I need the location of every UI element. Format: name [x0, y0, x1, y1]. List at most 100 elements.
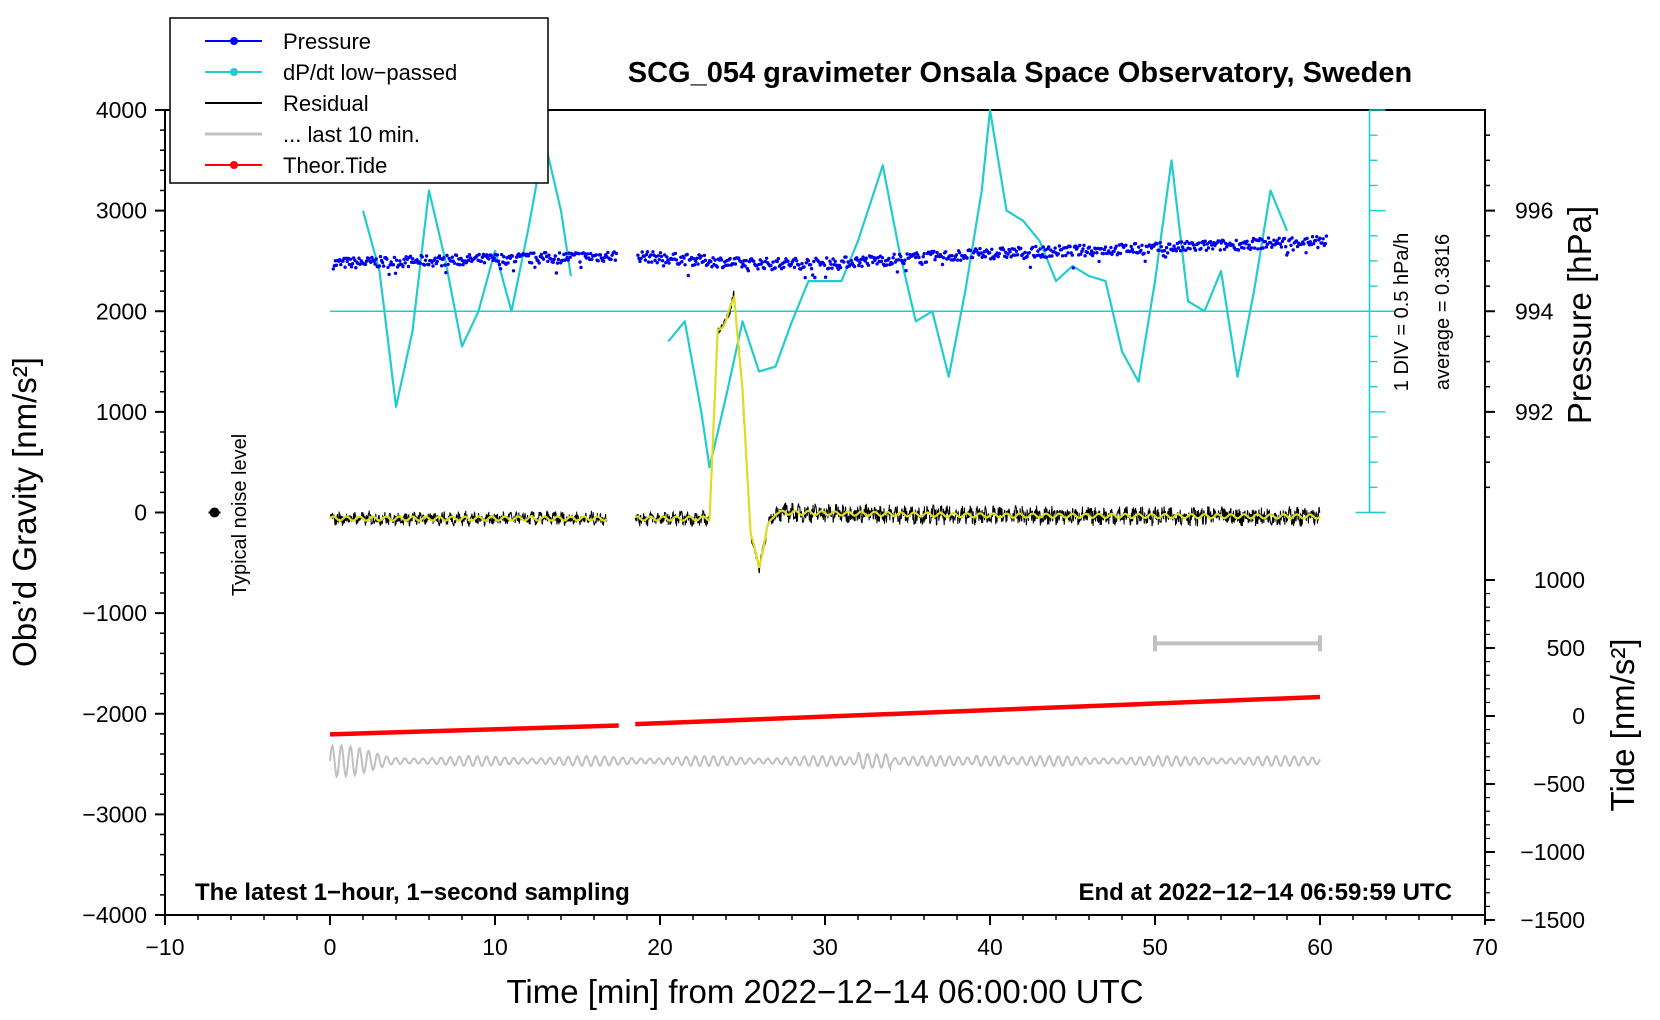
pressure-point [1092, 251, 1096, 255]
pressure-point [443, 263, 447, 267]
pressure-point [899, 254, 903, 259]
pressure-point [833, 259, 837, 263]
pressure-point [661, 264, 666, 268]
pressure-point [465, 255, 470, 259]
legend-marker-5 [230, 161, 238, 169]
pressure-point [551, 260, 555, 264]
pressure-point [510, 254, 515, 258]
pressure-point [866, 263, 871, 267]
pressure-point [920, 262, 924, 266]
pressure-point [952, 257, 956, 262]
pressure-point [398, 259, 402, 263]
pressure-point [858, 261, 862, 265]
scale-average-label: average = 0.3816 [1432, 234, 1454, 390]
pressure-point [830, 266, 834, 270]
x-tick-label: 50 [1142, 934, 1168, 960]
pressure-point [373, 262, 377, 266]
pressure-point [394, 258, 399, 262]
pressure-point [578, 260, 582, 264]
pressure-point [812, 259, 816, 264]
pressure-point [1036, 249, 1040, 253]
pressure-point [1323, 241, 1328, 246]
pressure-point [827, 266, 831, 270]
pressure-point [385, 257, 389, 261]
pressure-point [792, 265, 797, 270]
end-time-note: End at 2022−12−14 06:59:59 UTC [1078, 879, 1452, 906]
pressure-point [1320, 241, 1324, 245]
x-tick-label: −10 [145, 934, 184, 960]
pressure-point [944, 250, 948, 254]
pressure-point [613, 258, 618, 262]
pressure-tick-label: 994 [1515, 298, 1554, 324]
pressure-point [896, 258, 901, 262]
pressure-point [350, 262, 355, 266]
tide-tick-label: 500 [1547, 635, 1585, 661]
pressure-point [1245, 239, 1249, 243]
pressure-point [794, 259, 799, 263]
pressure-point [1012, 247, 1016, 251]
x-tick-label: 30 [812, 934, 838, 960]
pressure-point [1172, 244, 1176, 248]
y-tick-label: −4000 [82, 902, 147, 928]
pressure-point [418, 261, 422, 265]
pressure-point [1101, 252, 1106, 256]
pressure-point [349, 265, 354, 269]
pressure-point [1242, 246, 1246, 250]
pressure-point [890, 262, 894, 266]
pressure-point [1133, 241, 1138, 246]
pressure-point [693, 263, 697, 267]
pressure-point [1199, 246, 1203, 251]
pressure-point [566, 258, 570, 262]
pressure-point [596, 259, 600, 263]
pressure-point [415, 258, 419, 262]
pressure-point [594, 253, 598, 257]
pressure-point [903, 258, 907, 262]
pressure-point [1181, 245, 1185, 249]
pressure-point [1284, 245, 1288, 249]
pressure-point [347, 262, 352, 267]
pressure-point [393, 271, 398, 275]
pressure-point [1272, 238, 1276, 242]
pressure-point [965, 256, 969, 260]
pressure-point [606, 250, 610, 255]
pressure-point [1321, 237, 1325, 241]
pressure-point [682, 256, 686, 260]
pressure-point [1286, 251, 1290, 255]
pressure-point [719, 258, 724, 262]
pressure-point [454, 253, 459, 258]
x-tick-label: 40 [977, 934, 1003, 960]
pressure-point [1166, 251, 1170, 255]
pressure-point [598, 253, 603, 257]
pressure-point [996, 255, 1000, 259]
pressure-point [1071, 266, 1076, 270]
pressure-point [1137, 245, 1141, 249]
pressure-point [1311, 242, 1316, 246]
pressure-point [1260, 237, 1264, 242]
pressure-point [1050, 254, 1054, 258]
pressure-point [1191, 243, 1196, 247]
pressure-point [480, 255, 485, 259]
pressure-point [420, 255, 424, 259]
pressure-point [760, 260, 764, 264]
pressure-point [636, 253, 640, 257]
pressure-point [892, 252, 896, 256]
pressure-point [756, 267, 760, 271]
pressure-point [1197, 241, 1201, 245]
pressure-point [563, 258, 567, 262]
pressure-point [1001, 248, 1006, 252]
pressure-point [1308, 240, 1313, 244]
pressure-point [1064, 253, 1068, 258]
pressure-point [1203, 239, 1207, 243]
pressure-point [1146, 250, 1151, 254]
pressure-point [990, 247, 994, 251]
legend-box [169, 17, 549, 184]
scale-div-label: 1 DIV = 0.5 hPa/h [1391, 233, 1413, 391]
pressure-point [1252, 246, 1257, 250]
pressure-point [1278, 242, 1283, 246]
pressure-point [553, 254, 557, 258]
pressure-point [829, 262, 833, 266]
pressure-point [1014, 249, 1019, 253]
pressure-point [979, 251, 983, 255]
pressure-point [746, 269, 751, 273]
pressure-point [644, 253, 649, 257]
